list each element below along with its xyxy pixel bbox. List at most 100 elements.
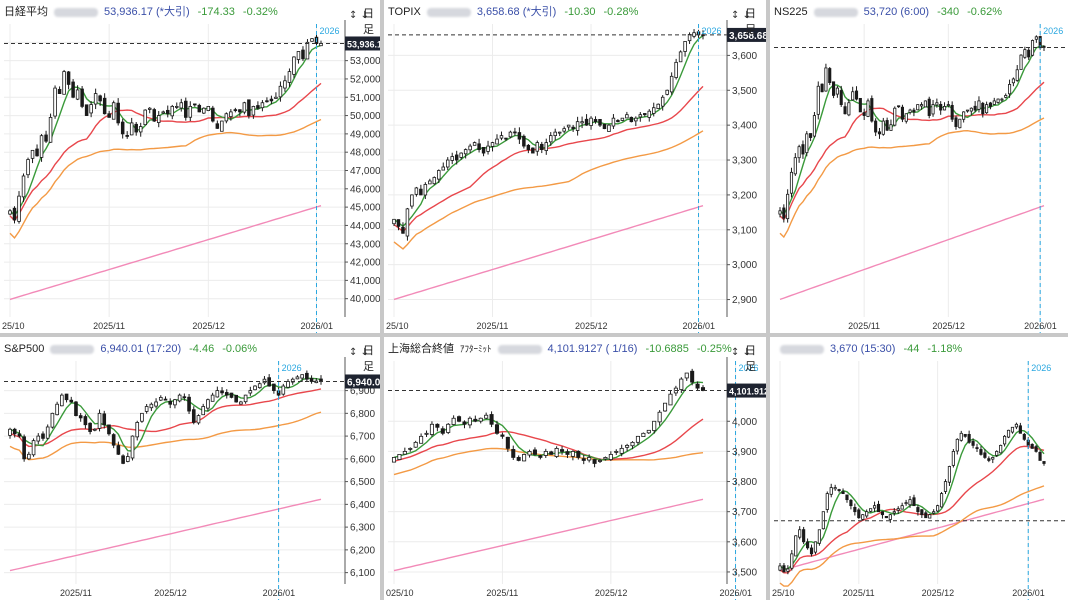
- candle: [428, 178, 432, 185]
- candle: [135, 420, 140, 441]
- candle: [641, 432, 646, 438]
- candle: [912, 107, 916, 117]
- x-tick-label: 2026/01: [263, 588, 296, 598]
- candle: [1014, 422, 1019, 430]
- timeframe-label[interactable]: 日足: [745, 8, 756, 36]
- candle: [292, 56, 296, 79]
- chart-header: 上海総合終値 ｱﾌﾀｰﾐｯﾄ 4,101.9127 ( 1/16) -10.6885-…: [388, 342, 732, 356]
- candle: [508, 130, 513, 139]
- candle: [206, 105, 211, 112]
- candle: [589, 116, 593, 130]
- scale-arrows-icon[interactable]: ↕ ↓: [731, 10, 751, 21]
- candle: [983, 449, 987, 459]
- candle: [309, 375, 314, 384]
- candle: [557, 131, 562, 137]
- candle: [620, 117, 625, 122]
- timeframe-label[interactable]: 日足: [745, 345, 756, 373]
- candle: [301, 46, 305, 61]
- candle: [1030, 39, 1035, 57]
- candle: [66, 70, 71, 90]
- chart-panel[interactable]: 2026 6,900 6,800 6,700 6,600 6,500 6,400 6,300 6…: [0, 337, 380, 600]
- x-tick-label: 2026/01: [1024, 321, 1057, 331]
- scale-arrows-icon[interactable]: ↕ ↓: [349, 347, 369, 358]
- chart-svg: 2026 25/10 2025/11 2025/12 2026/01: [772, 361, 1068, 600]
- candle: [782, 563, 786, 573]
- candle: [532, 447, 537, 456]
- chart-panel[interactable]: 2026 4,000 3,900 3,800 3,700 3,600 3,500 4,101.…: [384, 337, 766, 600]
- chart-panel[interactable]: 2026 3,600 3,500 3,400 3,300 3,200 3,100 3,000 2…: [384, 0, 766, 333]
- candle: [638, 112, 643, 122]
- candle: [12, 427, 17, 438]
- candle: [170, 104, 175, 120]
- y-tick-label: 3,100: [732, 225, 757, 236]
- candle: [973, 101, 977, 113]
- scale-arrows-icon[interactable]: ↕ ↓: [731, 347, 751, 358]
- candle: [813, 541, 818, 555]
- y-tick-label: 3,600: [732, 537, 757, 548]
- price-change: -340: [937, 6, 960, 18]
- candle: [457, 415, 462, 423]
- candle: [1004, 93, 1008, 99]
- candle: [247, 99, 251, 119]
- price-value: 6,940.01: [100, 343, 144, 355]
- y-tick-label: 6,200: [350, 545, 375, 556]
- candle: [920, 102, 924, 110]
- candle: [432, 176, 437, 185]
- candle: [660, 95, 665, 111]
- price-note: (6:00): [900, 6, 930, 18]
- candle: [467, 416, 472, 429]
- chart-panel[interactable]: 2026 2025/11 2025/12 2026/01 NS225 53,720 (6:…: [770, 0, 1068, 333]
- candle: [841, 488, 845, 495]
- candle: [971, 438, 975, 449]
- candle: [21, 173, 26, 202]
- ma-yearly-line: [393, 205, 704, 301]
- scale-arrows-icon[interactable]: ↕ ↓: [349, 10, 369, 21]
- chart-panel[interactable]: 2026 53,000 52,000 51,000 50,000 49,000 48,000…: [0, 0, 380, 333]
- candle: [943, 479, 948, 494]
- candle: [517, 127, 522, 144]
- candle: [484, 412, 489, 420]
- candle: [908, 108, 912, 115]
- candle: [1003, 435, 1007, 447]
- ma-long-line: [9, 411, 322, 461]
- candle: [581, 454, 586, 465]
- candle: [211, 105, 215, 123]
- candle: [695, 381, 700, 391]
- candle: [1027, 48, 1031, 60]
- candle: [511, 445, 516, 460]
- x-tick-label: 2025/11: [60, 588, 92, 598]
- candle: [30, 149, 35, 164]
- ma-mid-line: [779, 81, 1045, 221]
- candle: [967, 430, 971, 444]
- candle: [1010, 426, 1015, 434]
- candle: [27, 451, 31, 460]
- candle: [892, 508, 896, 516]
- candle: [652, 420, 657, 434]
- price-value: 3,658.68: [476, 6, 520, 18]
- candle: [962, 111, 966, 123]
- candle: [849, 499, 853, 510]
- candle: [862, 108, 866, 120]
- code-redacted: [54, 7, 98, 17]
- timeframe-label[interactable]: 日足: [363, 345, 374, 373]
- candle: [121, 454, 125, 465]
- candle: [84, 104, 89, 116]
- candle: [196, 414, 201, 425]
- current-price-tag-label: 53,936.17: [347, 39, 380, 49]
- candle: [793, 153, 797, 176]
- y-tick-label: 3,500: [732, 86, 757, 97]
- candle: [794, 535, 798, 557]
- candle: [854, 86, 859, 101]
- candle: [243, 394, 248, 404]
- candle: [797, 144, 801, 163]
- candle: [1015, 65, 1019, 82]
- candle: [310, 38, 314, 42]
- candle: [402, 447, 407, 455]
- candle: [908, 496, 912, 508]
- y-tick-label: 41,000: [350, 276, 380, 287]
- candle: [454, 150, 459, 165]
- candle: [287, 68, 292, 87]
- chart-panel[interactable]: 2026 25/10 2025/11 2025/12 2026/01 3,670 (15:…: [770, 337, 1068, 600]
- timeframe-label[interactable]: 日足: [363, 8, 374, 36]
- y-tick-label: 6,600: [350, 454, 375, 465]
